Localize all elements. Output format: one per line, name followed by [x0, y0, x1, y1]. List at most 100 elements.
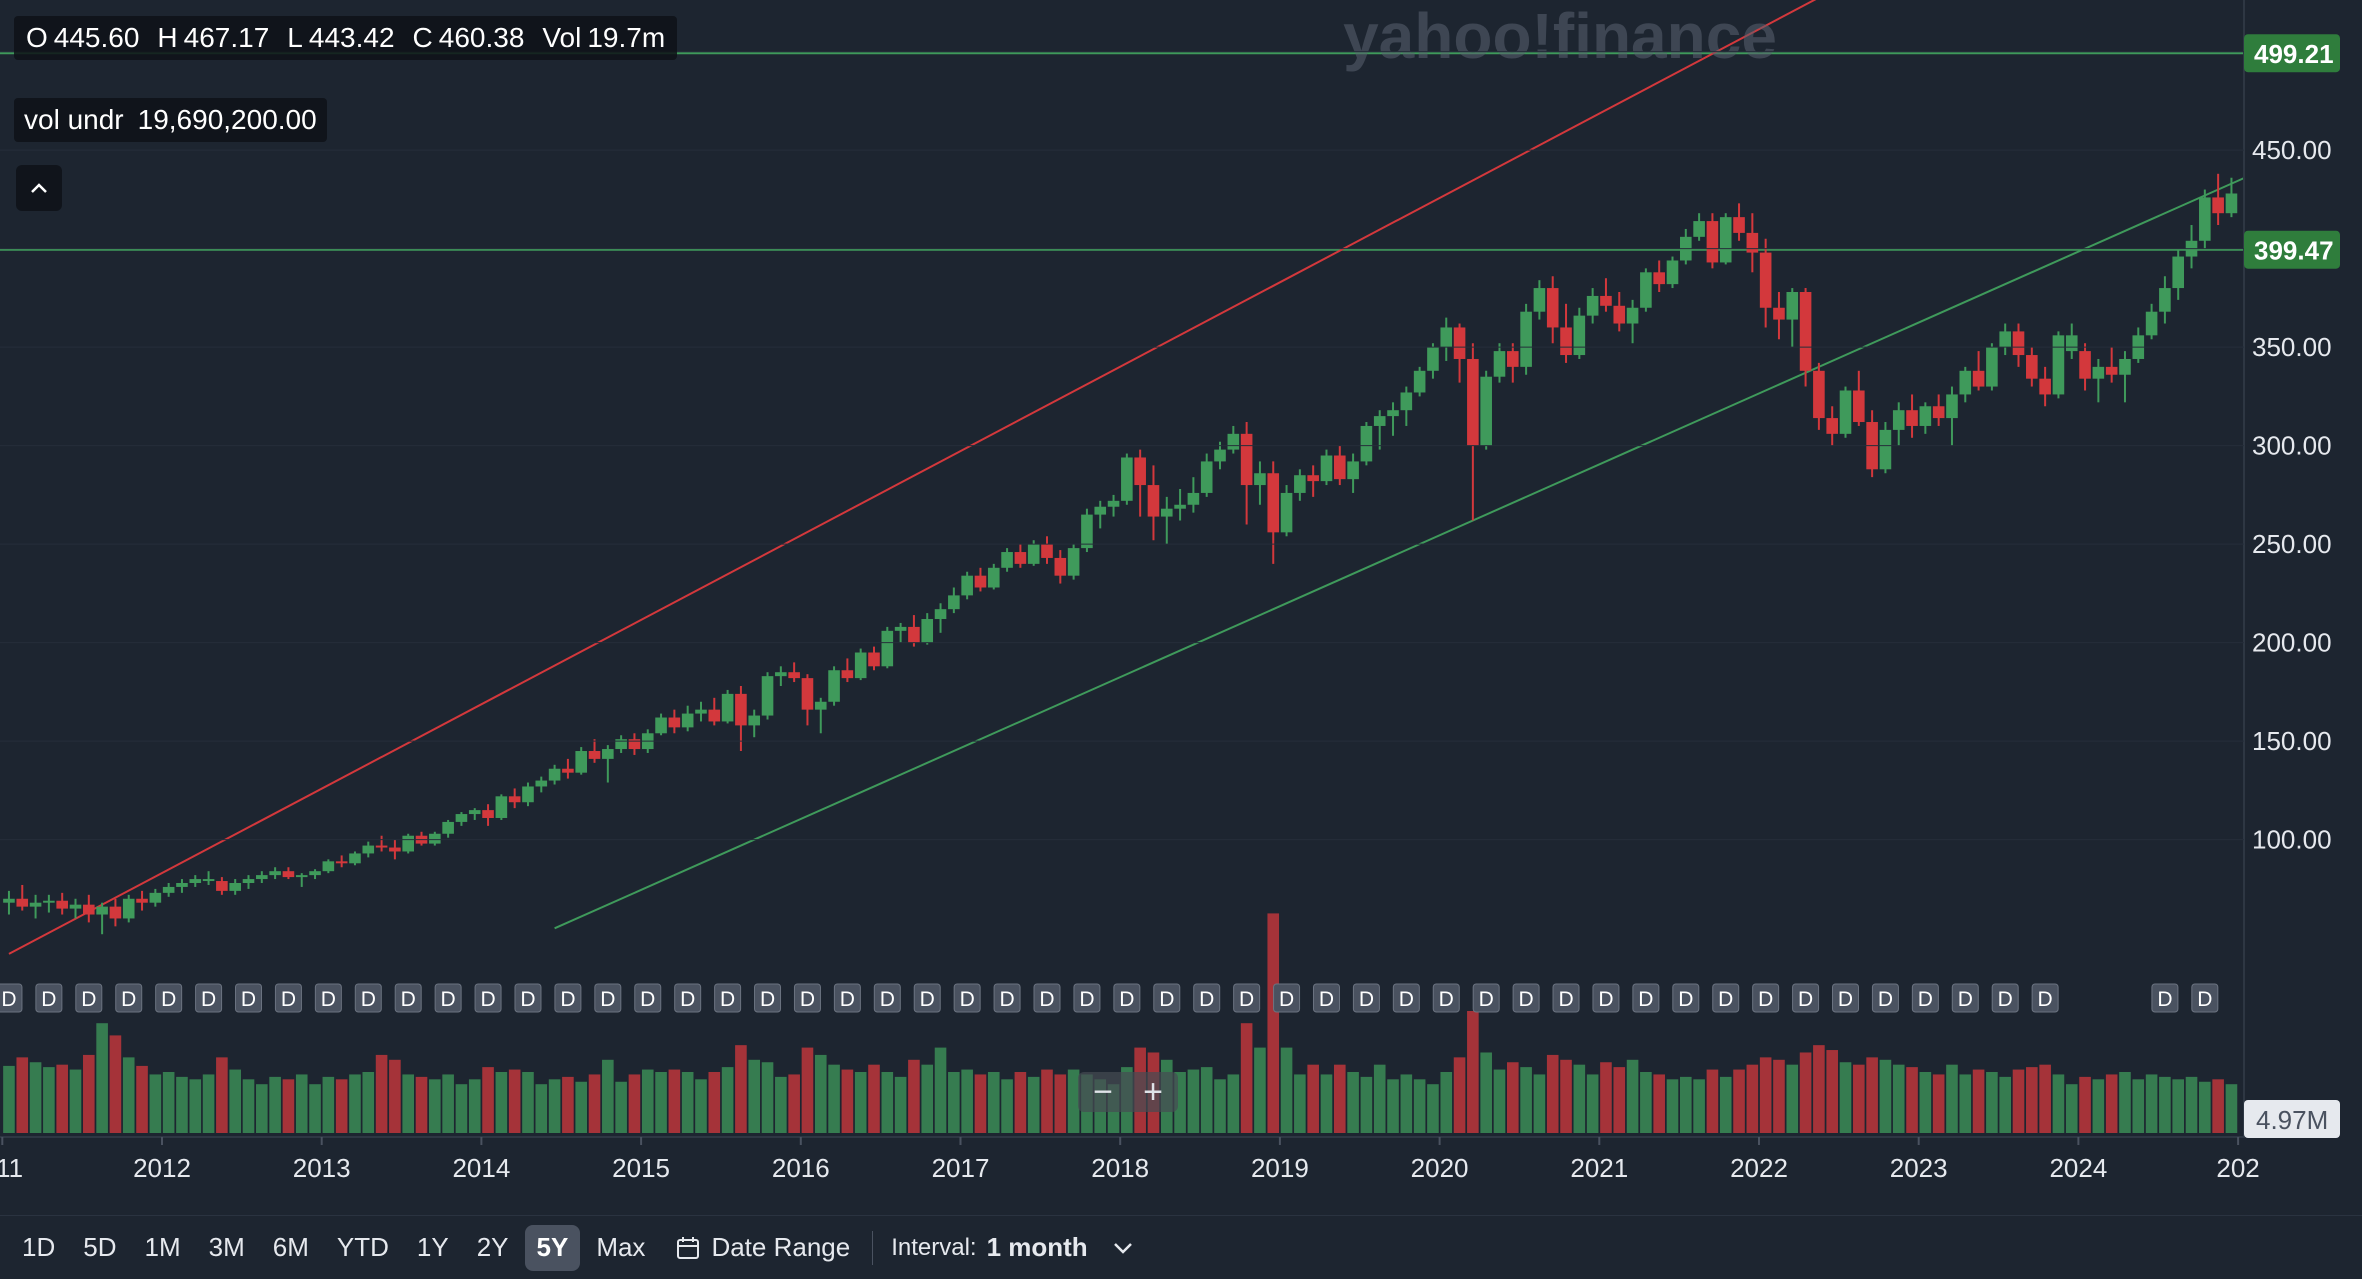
date-range-button[interactable]: Date Range: [675, 1232, 850, 1263]
dividend-marker[interactable]: D: [754, 983, 782, 1013]
dividend-marker[interactable]: D: [1911, 983, 1939, 1013]
volume-bar: [868, 1064, 880, 1133]
dividend-marker[interactable]: D: [1951, 983, 1979, 1013]
range-button-6m[interactable]: 6M: [272, 1232, 309, 1262]
dividend-marker[interactable]: D: [474, 983, 502, 1013]
x-tick-label: 2015: [612, 1153, 670, 1183]
y-tick-label: 150.00: [2252, 726, 2332, 756]
dividend-marker[interactable]: D: [155, 983, 183, 1013]
close-label: C: [412, 22, 433, 53]
dividend-marker[interactable]: D: [1153, 983, 1181, 1013]
y-axis: 100.00150.00200.00250.00300.00350.00400.…: [0, 37, 2332, 855]
dividend-marker[interactable]: D: [195, 983, 223, 1013]
range-button-3m[interactable]: 3M: [208, 1232, 245, 1262]
dividend-marker[interactable]: D: [2151, 983, 2179, 1013]
dividend-marker[interactable]: D: [554, 983, 582, 1013]
range-button-5y[interactable]: 5Y: [524, 1224, 581, 1271]
dividend-marker[interactable]: D: [1392, 983, 1420, 1013]
level-price-badge: 399.47: [2244, 230, 2340, 269]
dividend-marker[interactable]: D: [1472, 983, 1500, 1013]
dividend-marker[interactable]: D: [1792, 983, 1820, 1013]
dividend-marker[interactable]: D: [1871, 983, 1899, 1013]
dividend-marker[interactable]: D: [714, 983, 742, 1013]
zoom-out-button[interactable]: −: [1093, 1072, 1113, 1111]
volume-bar: [1986, 1072, 1998, 1133]
volume-bar: [216, 1057, 228, 1133]
dividend-marker[interactable]: D: [1432, 983, 1460, 1013]
date-range-label: Date Range: [711, 1232, 851, 1262]
range-button-max[interactable]: Max: [596, 1232, 646, 1262]
dividend-marker[interactable]: D: [394, 983, 422, 1013]
dividend-marker[interactable]: D: [1832, 983, 1860, 1013]
volume-bar: [1453, 1057, 1466, 1133]
dividend-marker[interactable]: D: [1352, 983, 1380, 1013]
dividend-marker-label: D: [1519, 988, 1534, 1011]
dividend-marker[interactable]: D: [634, 983, 662, 1013]
x-tick-label: 011: [0, 1153, 23, 1183]
x-tick-label: 2017: [932, 1153, 990, 1183]
dividend-marker[interactable]: D: [793, 983, 821, 1013]
dividend-marker[interactable]: D: [1073, 983, 1101, 1013]
dividend-marker[interactable]: D: [75, 983, 103, 1013]
dividend-marker[interactable]: D: [1752, 983, 1780, 1013]
range-button-1y[interactable]: 1Y: [416, 1232, 449, 1262]
dividend-marker[interactable]: D: [314, 983, 342, 1013]
range-button-1m[interactable]: 1M: [144, 1232, 181, 1262]
dividend-marker[interactable]: D: [1512, 983, 1540, 1013]
open-label: O: [26, 22, 48, 53]
dividend-marker[interactable]: D: [1193, 983, 1221, 1013]
dividend-marker[interactable]: D: [1991, 983, 2019, 1013]
interval-select[interactable]: Interval: 1 month: [891, 1232, 1133, 1263]
range-button-1d[interactable]: 1D: [22, 1232, 56, 1262]
dividend-marker[interactable]: D: [1712, 983, 1740, 1013]
volume-bar: [1919, 1072, 1932, 1133]
volume-bar: [775, 1076, 787, 1133]
dividend-marker[interactable]: D: [993, 983, 1021, 1013]
volume-legend: vol undr 19,690,200.00: [14, 98, 327, 142]
zoom-in-button[interactable]: +: [1143, 1072, 1163, 1111]
dividend-marker[interactable]: D: [354, 983, 382, 1013]
candle-body: [801, 678, 814, 710]
dividend-marker[interactable]: D: [594, 983, 622, 1013]
collapse-legend-button[interactable]: [16, 165, 62, 211]
dividend-marker-label: D: [201, 988, 216, 1011]
dividend-marker[interactable]: D: [434, 983, 462, 1013]
dividend-marker[interactable]: D: [1592, 983, 1620, 1013]
dividend-marker-label: D: [361, 988, 376, 1011]
dividend-marker[interactable]: D: [2031, 983, 2059, 1013]
dividend-marker[interactable]: D: [873, 983, 901, 1013]
dividend-marker[interactable]: D: [274, 983, 302, 1013]
calendar-icon: [677, 1236, 700, 1259]
dividend-marker[interactable]: D: [2191, 983, 2219, 1013]
chevron-up-icon: [31, 183, 47, 193]
range-button-ytd[interactable]: YTD: [336, 1232, 389, 1262]
volume-bar: [1187, 1069, 1200, 1133]
dividend-marker[interactable]: D: [1632, 983, 1660, 1013]
candle-body: [974, 575, 987, 588]
volume-bar: [1640, 1072, 1652, 1133]
dividend-marker[interactable]: D: [1113, 983, 1141, 1013]
dividend-marker[interactable]: D: [514, 983, 542, 1013]
dividend-marker[interactable]: D: [953, 983, 981, 1013]
volume-bar: [468, 1079, 481, 1133]
dividend-marker[interactable]: D: [1312, 983, 1340, 1013]
dividend-marker[interactable]: D: [0, 983, 23, 1013]
range-button-2y[interactable]: 2Y: [476, 1232, 509, 1262]
dividend-marker[interactable]: D: [115, 983, 143, 1013]
dividend-marker[interactable]: D: [235, 983, 263, 1013]
dividend-marker[interactable]: D: [1273, 983, 1301, 1013]
dividend-marker[interactable]: D: [1672, 983, 1700, 1013]
dividend-marker[interactable]: D: [1552, 983, 1580, 1013]
dividend-marker[interactable]: D: [1033, 983, 1061, 1013]
dividend-marker-label: D: [81, 988, 96, 1011]
dividend-marker[interactable]: D: [35, 983, 63, 1013]
candle-body: [588, 751, 601, 759]
dividend-marker[interactable]: D: [1233, 983, 1261, 1013]
dividend-marker[interactable]: D: [674, 983, 702, 1013]
dividend-marker[interactable]: D: [833, 983, 861, 1013]
volume-bar: [934, 1047, 947, 1133]
range-button-5d[interactable]: 5D: [83, 1232, 117, 1262]
candle-body: [1360, 425, 1373, 462]
dividend-marker[interactable]: D: [913, 983, 941, 1013]
